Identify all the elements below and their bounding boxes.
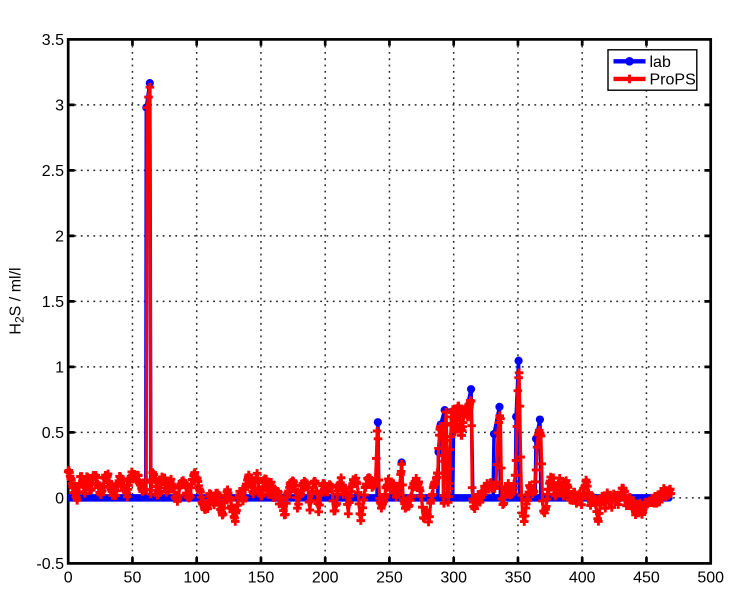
svg-text:400: 400 — [569, 570, 596, 587]
svg-text:2: 2 — [55, 229, 64, 246]
svg-text:200: 200 — [312, 570, 339, 587]
svg-text:0.5: 0.5 — [42, 425, 64, 442]
svg-text:ProPS: ProPS — [650, 72, 696, 89]
svg-text:3: 3 — [55, 98, 64, 115]
svg-text:1.5: 1.5 — [42, 294, 64, 311]
svg-text:2.5: 2.5 — [42, 163, 64, 180]
svg-text:350: 350 — [505, 570, 532, 587]
svg-text:1: 1 — [55, 360, 64, 377]
svg-text:0: 0 — [55, 491, 64, 508]
svg-text:150: 150 — [248, 570, 275, 587]
svg-text:lab: lab — [650, 54, 671, 71]
svg-text:-0.5: -0.5 — [36, 556, 64, 573]
svg-text:300: 300 — [440, 570, 467, 587]
svg-text:100: 100 — [183, 570, 210, 587]
svg-text:50: 50 — [124, 570, 142, 587]
svg-text:H2S / ml/l: H2S / ml/l — [8, 267, 27, 334]
svg-text:250: 250 — [376, 570, 403, 587]
svg-text:3.5: 3.5 — [42, 32, 64, 49]
svg-text:500: 500 — [697, 570, 724, 587]
svg-text:0: 0 — [64, 570, 73, 587]
svg-text:450: 450 — [633, 570, 660, 587]
